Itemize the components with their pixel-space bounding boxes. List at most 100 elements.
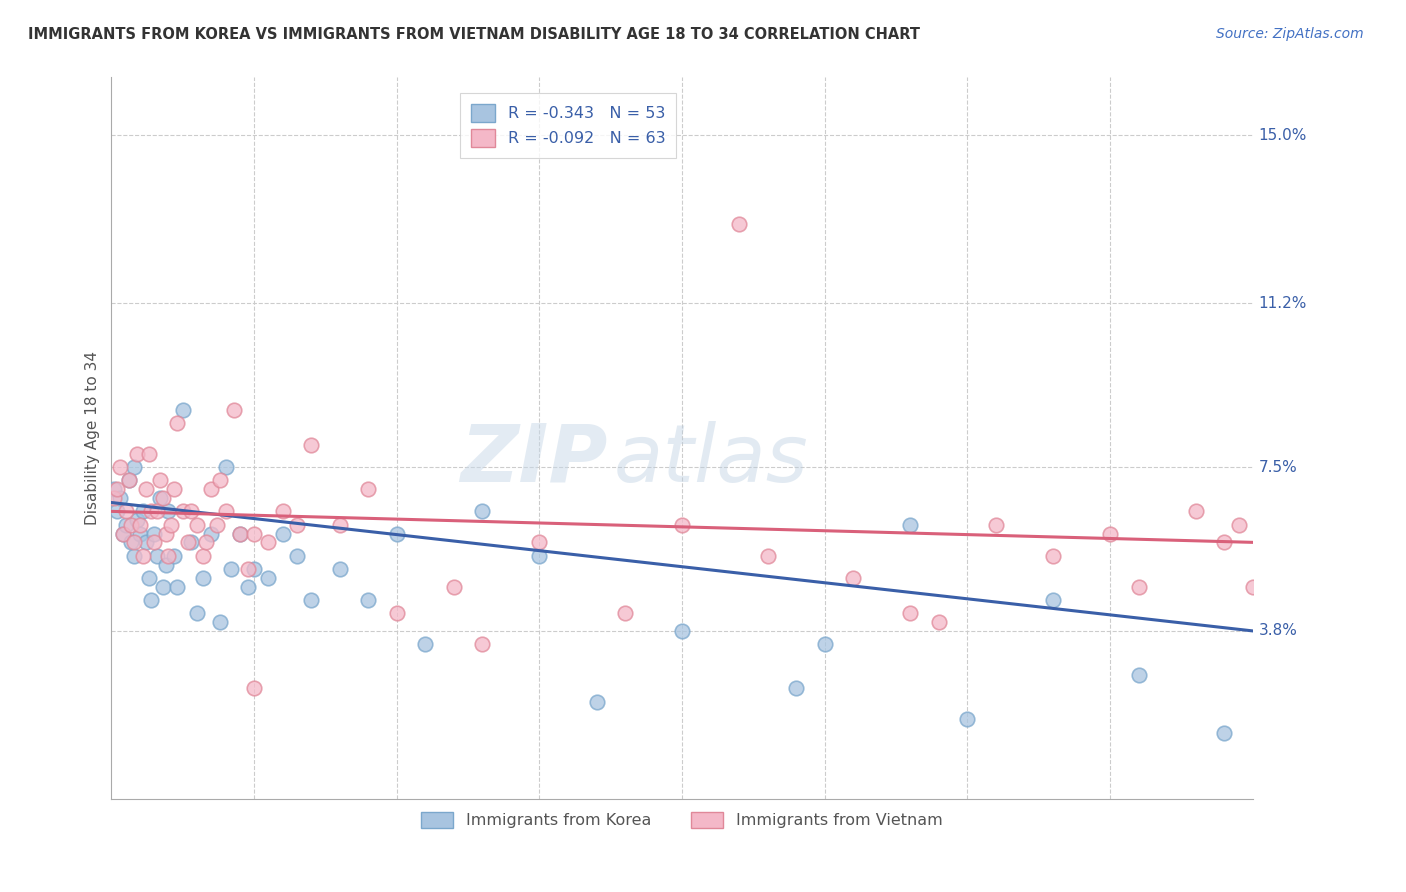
- Point: [1128, 668, 1150, 682]
- Point: [108, 460, 131, 475]
- Point: [172, 402, 194, 417]
- Point: [299, 593, 322, 607]
- Point: [163, 549, 186, 563]
- Point: [163, 482, 186, 496]
- Point: [357, 593, 380, 607]
- Point: [143, 526, 166, 541]
- Text: Source: ZipAtlas.com: Source: ZipAtlas.com: [1216, 27, 1364, 41]
- Text: 7.5%: 7.5%: [1258, 459, 1298, 475]
- Point: [214, 504, 236, 518]
- Point: [122, 549, 145, 563]
- Point: [149, 474, 172, 488]
- Point: [111, 526, 134, 541]
- Point: [120, 517, 142, 532]
- Point: [243, 681, 266, 696]
- Point: [132, 549, 155, 563]
- Point: [285, 517, 308, 532]
- Point: [194, 535, 217, 549]
- Point: [105, 504, 128, 518]
- Point: [103, 482, 125, 496]
- Legend: Immigrants from Korea, Immigrants from Vietnam: Immigrants from Korea, Immigrants from V…: [415, 805, 949, 835]
- Point: [132, 504, 155, 518]
- Point: [238, 562, 260, 576]
- Point: [103, 491, 125, 505]
- Text: 11.2%: 11.2%: [1258, 296, 1308, 310]
- Point: [127, 447, 149, 461]
- Point: [1042, 593, 1064, 607]
- Point: [443, 580, 465, 594]
- Point: [141, 593, 163, 607]
- Point: [180, 535, 202, 549]
- Point: [138, 571, 160, 585]
- Point: [413, 637, 436, 651]
- Point: [257, 535, 280, 549]
- Point: [129, 526, 152, 541]
- Point: [671, 517, 693, 532]
- Point: [155, 558, 177, 572]
- Point: [329, 562, 352, 576]
- Y-axis label: Disability Age 18 to 34: Disability Age 18 to 34: [86, 351, 100, 525]
- Point: [900, 606, 922, 620]
- Point: [385, 526, 408, 541]
- Point: [208, 615, 231, 629]
- Point: [122, 460, 145, 475]
- Point: [271, 504, 294, 518]
- Point: [238, 580, 260, 594]
- Point: [186, 606, 208, 620]
- Point: [357, 482, 380, 496]
- Text: 15.0%: 15.0%: [1258, 128, 1308, 143]
- Point: [143, 535, 166, 549]
- Point: [671, 624, 693, 638]
- Point: [271, 526, 294, 541]
- Point: [135, 482, 157, 496]
- Point: [157, 549, 180, 563]
- Point: [172, 504, 194, 518]
- Point: [1213, 725, 1236, 739]
- Point: [243, 562, 266, 576]
- Point: [146, 549, 169, 563]
- Point: [129, 517, 152, 532]
- Point: [471, 504, 494, 518]
- Point: [229, 526, 252, 541]
- Text: atlas: atlas: [613, 421, 808, 499]
- Point: [814, 637, 837, 651]
- Point: [1213, 535, 1236, 549]
- Point: [1241, 580, 1264, 594]
- Point: [114, 504, 136, 518]
- Point: [208, 474, 231, 488]
- Point: [1042, 549, 1064, 563]
- Point: [219, 562, 242, 576]
- Point: [111, 526, 134, 541]
- Point: [117, 474, 139, 488]
- Text: 3.8%: 3.8%: [1258, 624, 1298, 639]
- Point: [114, 517, 136, 532]
- Point: [186, 517, 208, 532]
- Point: [385, 606, 408, 620]
- Point: [155, 526, 177, 541]
- Point: [928, 615, 950, 629]
- Point: [243, 526, 266, 541]
- Point: [138, 447, 160, 461]
- Point: [191, 571, 214, 585]
- Point: [135, 535, 157, 549]
- Point: [1128, 580, 1150, 594]
- Text: IMMIGRANTS FROM KOREA VS IMMIGRANTS FROM VIETNAM DISABILITY AGE 18 TO 34 CORRELA: IMMIGRANTS FROM KOREA VS IMMIGRANTS FROM…: [28, 27, 920, 42]
- Point: [166, 416, 188, 430]
- Point: [257, 571, 280, 585]
- Point: [120, 535, 142, 549]
- Point: [191, 549, 214, 563]
- Point: [224, 402, 246, 417]
- Point: [166, 580, 188, 594]
- Point: [152, 491, 174, 505]
- Point: [842, 571, 865, 585]
- Point: [1227, 517, 1250, 532]
- Point: [1099, 526, 1122, 541]
- Point: [105, 482, 128, 496]
- Point: [900, 517, 922, 532]
- Point: [756, 549, 779, 563]
- Point: [229, 526, 252, 541]
- Point: [205, 517, 228, 532]
- Point: [149, 491, 172, 505]
- Point: [117, 474, 139, 488]
- Point: [152, 580, 174, 594]
